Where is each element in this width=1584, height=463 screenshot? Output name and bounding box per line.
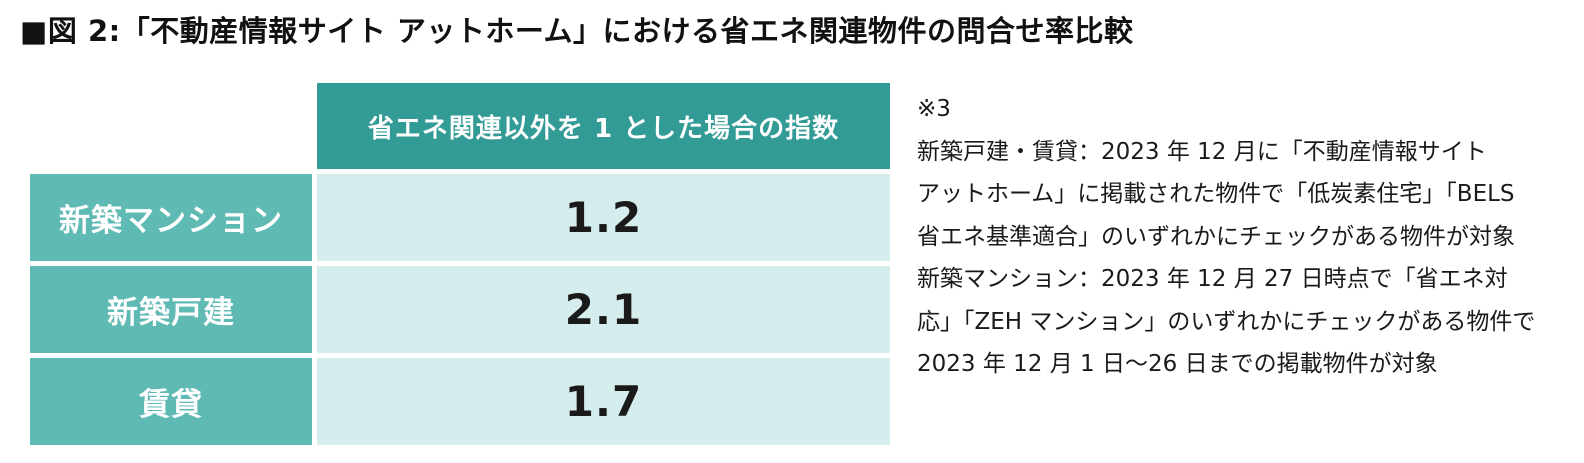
table-row: 新築マンション 1.2 <box>30 174 890 261</box>
footnote-marker: ※3 <box>917 96 951 122</box>
row-value-rental: 1.7 <box>317 358 890 445</box>
footnotes: ※3 新築戸建・賃貸：2023 年 12 月に「不動産情報サイト アットホーム」… <box>917 88 1557 386</box>
table-row: 賃貸 1.7 <box>30 358 890 445</box>
footnote-line: 新築戸建・賃貸：2023 年 12 月に「不動産情報サイト <box>917 138 1487 165</box>
row-value-new-condo: 1.2 <box>317 174 890 261</box>
footnote-line: アットホーム」に掲載された物件で「低炭素住宅」「BELS <box>917 181 1515 207</box>
row-label-new-house: 新築戸建 <box>30 266 312 353</box>
table-row: 新築戸建 2.1 <box>30 266 890 353</box>
table-header-row: 省エネ関連以外を 1 とした場合の指数 <box>30 83 890 169</box>
row-label-rental: 賃貸 <box>30 358 312 445</box>
figure-title: ■図 2:「不動産情報サイト アットホーム」における省エネ関連物件の問合せ率比較 <box>20 14 1134 48</box>
footnote-line: 応」「ZEH マンション」のいずれかにチェックがある物件で <box>917 308 1536 335</box>
table-header-blank <box>30 83 312 169</box>
table-header-cell: 省エネ関連以外を 1 とした場合の指数 <box>317 83 890 169</box>
row-label-new-condo: 新築マンション <box>30 174 312 261</box>
index-table: 省エネ関連以外を 1 とした場合の指数 新築マンション 1.2 新築戸建 2.1… <box>30 83 890 445</box>
row-value-new-house: 2.1 <box>317 266 890 353</box>
footnote-line: 省エネ基準適合」のいずれかにチェックがある物件が対象 <box>917 223 1515 250</box>
footnote-line: 2023 年 12 月 1 日～26 日までの掲載物件が対象 <box>917 351 1438 377</box>
footnote-line: 新築マンション：2023 年 12 月 27 日時点で「省エネ対 <box>917 266 1508 292</box>
